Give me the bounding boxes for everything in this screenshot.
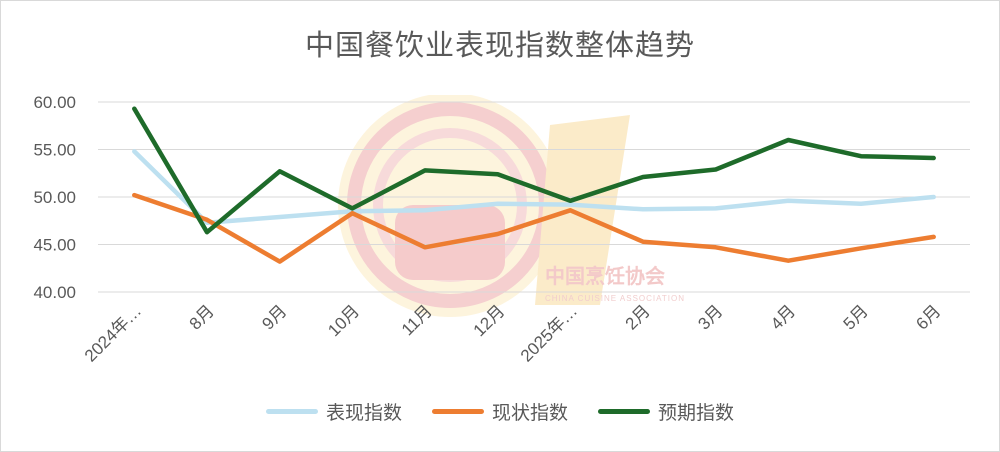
x-tick-label: 2025年… (517, 301, 581, 365)
x-tick-label: 8月 (186, 301, 218, 333)
y-tick-label: 55.00 (33, 141, 76, 160)
x-axis-ticks: 2024年… 8月 9月 10月 11月 12月 2025年… 2月 3月 4月 5月 6月 (81, 301, 945, 365)
x-tick-label: 2024年… (81, 301, 145, 365)
y-tick-label: 50.00 (33, 188, 76, 207)
chart-legend: 表现指数 现状指数 预期指数 (0, 398, 1000, 425)
x-tick-label: 11月 (398, 301, 436, 339)
y-tick-label: 45.00 (33, 236, 76, 255)
legend-item-current: 现状指数 (431, 398, 568, 425)
legend-item-performance: 表现指数 (265, 398, 402, 425)
chart-title: 中国餐饮业表现指数整体趋势 (304, 28, 695, 62)
x-tick-label: 9月 (258, 301, 290, 333)
legend-swatch-performance (265, 409, 318, 414)
x-tick-label: 6月 (912, 301, 944, 333)
legend-label-performance: 表现指数 (325, 402, 402, 424)
x-tick-label: 3月 (694, 301, 726, 333)
series-line-1 (132, 192, 936, 264)
grid-lines (98, 101, 970, 293)
y-tick-label: 60.00 (33, 93, 76, 112)
legend-label-expectation: 预期指数 (658, 402, 735, 424)
watermark-name: 中国烹饪协会 (545, 264, 665, 288)
x-tick-label: 2月 (622, 301, 654, 333)
legend-item-expectation: 预期指数 (598, 398, 734, 425)
x-tick-label: 5月 (840, 301, 872, 333)
x-tick-label: 4月 (767, 301, 799, 333)
y-tick-label: 40.00 (33, 283, 76, 302)
series-lines (132, 106, 936, 264)
legend-swatch-current (431, 409, 484, 414)
x-tick-label: 10月 (324, 301, 363, 340)
series-line-2 (132, 106, 936, 235)
legend-label-current: 现状指数 (491, 402, 568, 424)
x-tick-label: 12月 (470, 301, 509, 340)
series-line-0 (132, 149, 936, 225)
watermark-subtitle: CHINA CUISINE ASSOCIATION (545, 294, 685, 303)
legend-swatch-expectation (598, 409, 650, 414)
y-axis-ticks: 40.00 45.00 50.00 55.00 60.00 (33, 93, 76, 302)
